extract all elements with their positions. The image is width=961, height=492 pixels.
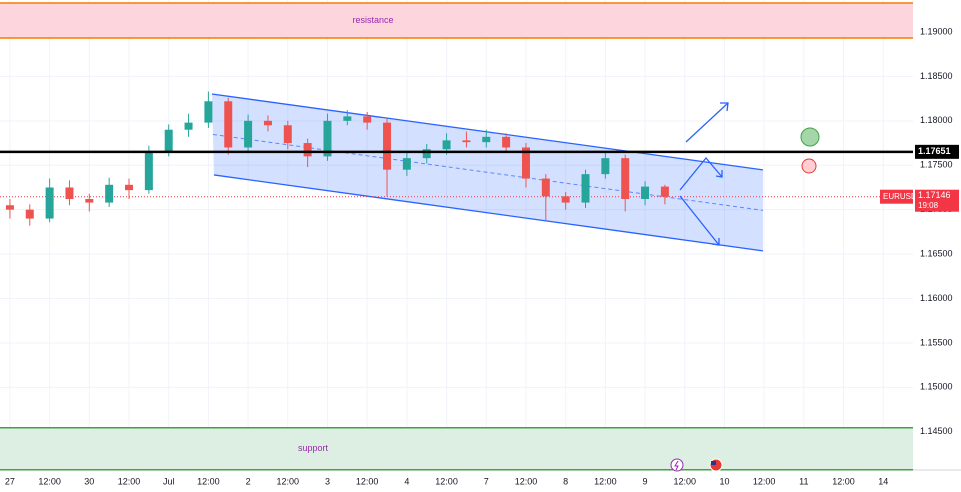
y-tick-label: 1.16000 bbox=[920, 293, 953, 303]
candle-body bbox=[224, 101, 233, 148]
event-icons bbox=[670, 458, 723, 472]
candle-body bbox=[323, 120, 332, 157]
candle-body bbox=[105, 184, 114, 203]
candle-body bbox=[343, 116, 352, 121]
candle-body bbox=[521, 147, 530, 179]
y-tick-label: 1.16500 bbox=[920, 248, 953, 258]
x-tick-label: 12:00 bbox=[515, 476, 538, 486]
y-tick-label: 1.18000 bbox=[920, 115, 953, 125]
x-tick-label: 12:00 bbox=[277, 476, 300, 486]
candle-body bbox=[462, 140, 471, 143]
candle-body bbox=[25, 209, 34, 219]
candle-body bbox=[5, 205, 14, 210]
candle-body bbox=[641, 186, 650, 200]
price-axis bbox=[913, 0, 961, 492]
candle-body bbox=[601, 158, 610, 175]
symbol-label: EURUSD bbox=[883, 192, 917, 201]
x-tick-label: 4 bbox=[404, 476, 409, 486]
countdown-label: 19:08 bbox=[918, 201, 939, 210]
zone bbox=[0, 427, 913, 470]
price-label-box bbox=[915, 144, 959, 159]
candle-body bbox=[125, 184, 134, 191]
arrow-zigzag bbox=[679, 156, 723, 191]
candle-body bbox=[283, 125, 292, 144]
y-tick-label: 1.15500 bbox=[920, 337, 953, 347]
flag-icon-canton bbox=[711, 461, 716, 465]
channel-line bbox=[211, 93, 764, 171]
candle-body bbox=[502, 136, 511, 148]
candle-body bbox=[144, 151, 153, 191]
stop-circle bbox=[801, 158, 817, 174]
candle-body bbox=[45, 187, 54, 219]
candle-body bbox=[561, 196, 570, 203]
x-tick-label: 12:00 bbox=[673, 476, 696, 486]
candle-body bbox=[303, 143, 312, 157]
candle-body bbox=[164, 129, 173, 152]
candle-body bbox=[402, 158, 411, 170]
x-tick-label: 10 bbox=[719, 476, 729, 486]
event-icon-glyph bbox=[674, 460, 679, 471]
channel-line bbox=[213, 174, 764, 252]
x-tick-label: 12:00 bbox=[118, 476, 141, 486]
last-price-box bbox=[915, 189, 959, 212]
x-tick-label: 2 bbox=[246, 476, 251, 486]
x-tick-label: 30 bbox=[84, 476, 94, 486]
candle-body bbox=[482, 136, 491, 143]
zone-label: support bbox=[298, 443, 329, 453]
candle-body bbox=[383, 122, 392, 170]
x-tick-label: 27 bbox=[5, 476, 15, 486]
candle-body bbox=[204, 101, 213, 123]
target-circle bbox=[800, 127, 820, 147]
x-tick-label: 11 bbox=[799, 476, 808, 486]
candle-body bbox=[363, 116, 372, 123]
arrow-up bbox=[685, 102, 729, 143]
last-price-label: 1.17146 bbox=[918, 190, 951, 200]
symbol-label-box bbox=[880, 189, 913, 204]
channel-fill bbox=[211, 94, 763, 251]
x-tick-label: 7 bbox=[484, 476, 489, 486]
x-tick-label: 12:00 bbox=[753, 476, 776, 486]
event-icon bbox=[670, 458, 684, 472]
candle-body bbox=[184, 122, 193, 130]
x-tick-label: 12:00 bbox=[38, 476, 61, 486]
x-tick-label: 12:00 bbox=[356, 476, 379, 486]
zone-label: resistance bbox=[352, 15, 393, 25]
x-tick-label: 12:00 bbox=[594, 476, 617, 486]
y-tick-label: 1.17500 bbox=[920, 160, 953, 170]
candle-body bbox=[65, 187, 74, 200]
candle-body bbox=[85, 199, 94, 203]
y-tick-label: 1.15000 bbox=[920, 382, 953, 392]
candle-body bbox=[581, 174, 590, 203]
candle-body bbox=[541, 178, 550, 197]
price-label: 1.17651 bbox=[918, 146, 951, 156]
x-tick-label: 8 bbox=[563, 476, 568, 486]
candle-body bbox=[621, 158, 630, 200]
candle-body bbox=[263, 120, 272, 126]
y-tick-label: 1.18500 bbox=[920, 71, 953, 81]
x-tick-label: 3 bbox=[325, 476, 330, 486]
y-tick-label: 1.19000 bbox=[920, 26, 953, 36]
x-tick-label: 12:00 bbox=[832, 476, 855, 486]
candle-body bbox=[244, 120, 253, 148]
y-tick-label: 1.14500 bbox=[920, 426, 953, 436]
x-tick-label: 12:00 bbox=[435, 476, 458, 486]
x-tick-label: 9 bbox=[643, 476, 648, 486]
zone bbox=[0, 3, 913, 38]
x-tick-label: 14 bbox=[878, 476, 888, 486]
x-tick-label: 12:00 bbox=[197, 476, 220, 486]
x-tick-label: Jul bbox=[163, 476, 175, 486]
candle-body bbox=[660, 186, 669, 197]
projection-arrows bbox=[679, 102, 729, 246]
candle-body bbox=[442, 140, 451, 150]
candle-body bbox=[422, 149, 431, 159]
arrow-down bbox=[679, 195, 720, 246]
